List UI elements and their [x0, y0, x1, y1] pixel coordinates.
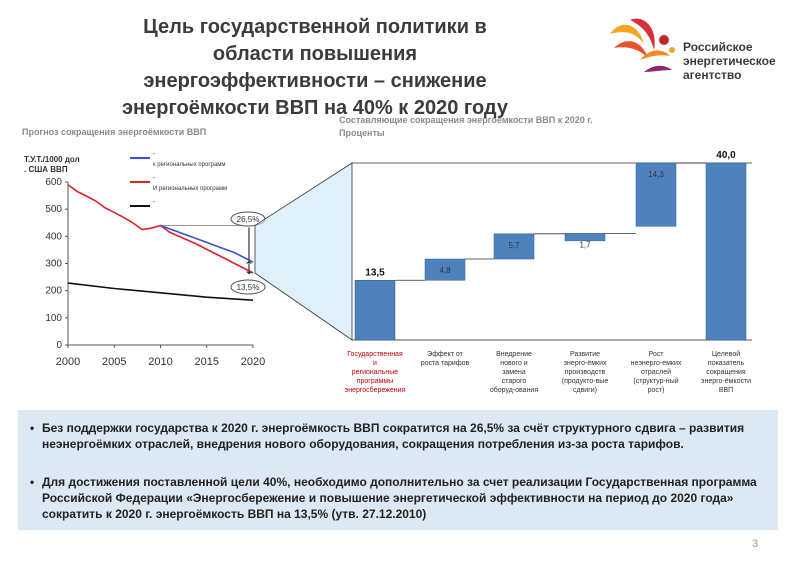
bird-logo-icon	[610, 18, 675, 72]
x-tick-label: 2000	[56, 356, 80, 368]
legend-label-1: к региональных программ	[153, 162, 225, 168]
annotation-bubble-13	[230, 279, 266, 295]
bar-1	[354, 280, 396, 341]
bullet-2-marker: •	[30, 475, 35, 489]
annotation-label-13: 13,5%	[237, 283, 260, 292]
bullet-2-text: Для достижения поставленной цели 40%, не…	[42, 475, 757, 521]
page-number: 3	[752, 538, 759, 550]
charts-canvas: Т.У.Т./1000 дол. США ВВП 0 100 200 300 400 500…	[24, 150, 752, 394]
bar-2	[424, 258, 466, 281]
bar-value-label-4: 1,7	[579, 240, 591, 249]
category-label-4: Развитие энерго-ёмких производств (продукто…	[562, 351, 609, 394]
bullet-1: • Без поддержки государства к 2020 г. эн…	[30, 420, 770, 452]
series-line-3	[67, 282, 254, 301]
x-tick-label: 2015	[195, 356, 219, 368]
legend-label-2: И региональных программ	[153, 186, 227, 192]
bar-value-label-6: 40,0	[716, 150, 736, 161]
line-chart: Т.У.Т./1000 дол. США ВВП 0 100 200 300 400 500…	[24, 151, 266, 368]
bar-value-label-1: 13,5	[365, 267, 385, 278]
y-tick-label: 0	[56, 340, 62, 351]
annotation-label-26: 26,5%	[237, 215, 260, 224]
logo-text: Российское энергетическое агентство	[683, 40, 776, 82]
bar-5	[635, 162, 677, 227]
bullet-1-text: Без поддержки государства к 2020 г. энер…	[42, 421, 745, 451]
y-tick-label: 600	[45, 177, 62, 188]
arrow-head-26	[246, 260, 252, 264]
arrow-head-13	[246, 271, 252, 275]
right-chart-ylabel: Проценты	[339, 128, 385, 138]
y-tick-label: 100	[45, 313, 62, 324]
right-chart-title-text: Составляющие сокращения энергоёмкости ВВ…	[339, 115, 593, 125]
y-tick-label: 500	[45, 204, 62, 215]
left-chart-title: Прогноз сокращения энергоёмкости ВВП	[22, 127, 207, 137]
legend-marker-2: -	[153, 175, 156, 182]
bar-value-label-5: 14,3	[648, 170, 664, 179]
bar-value-label-2: 4,8	[439, 266, 451, 275]
legend-marker-1: -	[153, 151, 156, 158]
summary-box: • Без поддержки государства к 2020 г. эн…	[18, 410, 778, 530]
page-title: Цель государственной политики в области …	[122, 16, 508, 119]
x-tick-label: 2005	[102, 356, 126, 368]
y-tick-label: 200	[45, 286, 62, 297]
y-axis-label-line2: . США ВВП	[24, 165, 68, 174]
bar-4	[564, 233, 606, 242]
y-tick-label: 400	[45, 231, 62, 242]
zoom-connector	[254, 162, 353, 341]
category-label-1: Государственная и региональные программы эне…	[345, 351, 406, 394]
bar-6	[705, 162, 747, 341]
bar-value-label-3: 5,7	[508, 241, 520, 250]
y-tick-label: 300	[45, 259, 62, 270]
right-chart-title: Составляющие сокращения энергоёмкости ВВ…	[339, 114, 593, 140]
category-label-5: Рост неэнерго-емких отраслей (структур-ный р…	[631, 351, 682, 394]
bullet-2: • Для достижения поставленной цели 40%, …	[30, 474, 770, 522]
series-line-1	[67, 184, 254, 274]
category-label-2: Эффект от роста тарифов	[421, 351, 470, 367]
x-tick-label: 2010	[148, 356, 172, 368]
waterfall-chart: 13,5 4,8 5,7 1,7 14,3 40,0 Государственная и рег…	[254, 150, 752, 394]
legend-marker-3: -	[153, 199, 156, 206]
bar-3	[493, 233, 535, 260]
series-line-2	[160, 224, 254, 263]
y-axis-label: Т.У.Т./1000 дол	[24, 155, 80, 164]
category-label-3: Внедрение нового и замена старого оборуд-ова…	[490, 351, 538, 394]
category-label-6: Целевой показатель сокращения энерго-ёмкост…	[701, 350, 751, 394]
bullet-1-marker: •	[30, 421, 35, 435]
rea-logo	[610, 18, 675, 72]
x-tick-label: 2020	[241, 356, 265, 368]
